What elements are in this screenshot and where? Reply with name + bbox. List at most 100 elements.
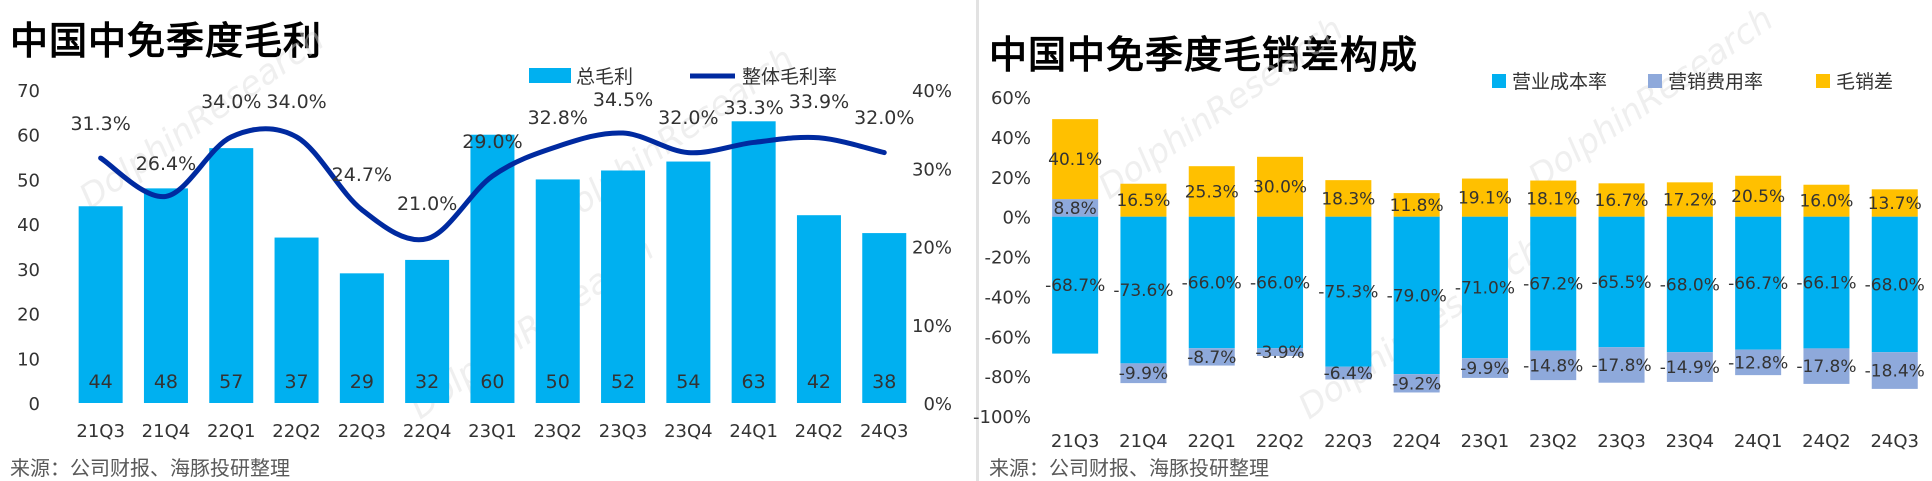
sales-expense-bar-22Q3 — [1325, 366, 1372, 380]
cost-rate-label-22Q2: -66.0% — [1250, 273, 1310, 293]
gross-profit-panel: 中国中免季度毛利 DolphinResearch DolphinResearch… — [10, 18, 952, 480]
cost-rate-label-23Q1: -71.0% — [1455, 278, 1515, 298]
gross-sales-margin-label-22Q4: 11.8% — [1390, 196, 1444, 216]
svg-text:DolphinResearch: DolphinResearch — [1521, 0, 1781, 197]
cost-rate-bar-22Q3 — [1325, 216, 1372, 367]
cost-rate-bar-22Q1 — [1188, 216, 1235, 349]
gross-sales-margin-bar-22Q2 — [1257, 156, 1304, 217]
gross-margin-label-22Q1: 34.0% — [201, 91, 261, 113]
gross-profit-label-23Q2: 50 — [546, 371, 570, 393]
legend-swatch-gross-sales-margin — [1816, 74, 1830, 88]
x-tick-24Q3: 24Q3 — [1870, 431, 1919, 452]
x-tick-22Q4: 22Q4 — [1392, 431, 1441, 452]
gross-margin-label-24Q1: 33.3% — [723, 97, 783, 119]
sales-expense-bar-23Q4 — [1666, 352, 1713, 382]
gross-sales-margin-bar-22Q3 — [1325, 180, 1372, 217]
x-tick-22Q1: 22Q1 — [207, 421, 256, 442]
cost-rate-bar-21Q4 — [1120, 216, 1167, 364]
cost-rate-label-23Q4: -68.0% — [1660, 275, 1720, 295]
gross-sales-margin-label-21Q4: 16.5% — [1116, 191, 1170, 211]
gross-profit-label-24Q1: 63 — [742, 371, 766, 393]
cost-rate-label-21Q4: -73.6% — [1113, 281, 1173, 301]
gross-sales-margin-label-24Q2: 16.0% — [1799, 192, 1853, 212]
left-source-note: 来源：公司财报、海豚投研整理 — [10, 456, 290, 480]
cost-rate-bar-22Q4 — [1393, 216, 1440, 375]
gross-margin-line — [98, 126, 887, 243]
sales-expense-label-22Q4: -9.2% — [1392, 374, 1441, 394]
legend-label-gross-sales-margin: 毛销差 — [1836, 71, 1893, 93]
gross-profit-bar-23Q3 — [601, 170, 646, 403]
cost-rate-label-24Q1: -66.7% — [1728, 274, 1788, 294]
x-tick-21Q4: 21Q4 — [142, 421, 191, 442]
x-tick-21Q3: 21Q3 — [1051, 431, 1100, 452]
sales-expense-bar-23Q3 — [1598, 347, 1645, 383]
legend-swatch-sales-expense — [1648, 74, 1662, 88]
gross-profit-label-22Q4: 32 — [415, 371, 439, 393]
sales-expense-label-24Q3: -18.4% — [1865, 362, 1925, 382]
cost-rate-bar-24Q2 — [1803, 216, 1850, 349]
gross-profit-bar-21Q4 — [143, 188, 188, 403]
sales-expense-bar-24Q3 — [1871, 352, 1918, 389]
gross-profit-bar-22Q4 — [405, 259, 450, 403]
right-source-note: 来源：公司财报、海豚投研整理 — [989, 456, 1269, 480]
gross-profit-bar-23Q2 — [535, 179, 580, 403]
cost-rate-bar-24Q1 — [1735, 216, 1782, 350]
right-chart-title: 中国中免季度毛销差构成 — [989, 33, 1419, 77]
x-tick-24Q2: 24Q2 — [795, 421, 844, 442]
sales-expense-label-23Q3: -17.8% — [1591, 356, 1651, 376]
left-y-tick: 30 — [17, 260, 40, 281]
cost-rate-label-22Q3: -75.3% — [1318, 283, 1378, 303]
sales-expense-bar-23Q1 — [1461, 358, 1508, 378]
gross-profit-label-24Q2: 42 — [807, 371, 831, 393]
y-tick: -80% — [984, 367, 1031, 388]
gross-margin-label-21Q4: 26.4% — [136, 153, 196, 175]
gross-sales-margin-bar-23Q1 — [1461, 178, 1508, 217]
sales-expense-bar-22Q2 — [1257, 348, 1304, 356]
gross-profit-label-23Q3: 52 — [611, 371, 635, 393]
y-tick: 60% — [991, 88, 1031, 109]
gross-profit-label-21Q4: 48 — [154, 371, 178, 393]
cost-rate-bar-21Q3 — [1052, 216, 1099, 354]
gross-profit-bar-22Q2 — [274, 237, 319, 403]
x-tick-23Q2: 23Q2 — [1529, 431, 1578, 452]
x-tick-23Q4: 23Q4 — [1666, 431, 1715, 452]
gross-margin-label-22Q4: 21.0% — [397, 193, 457, 215]
gross-sales-margin-label-23Q2: 18.1% — [1526, 190, 1580, 210]
sales-expense-label-24Q1: -12.8% — [1728, 353, 1788, 373]
gross-profit-bar-22Q3 — [339, 273, 384, 403]
gross-profit-chart: DolphinResearch DolphinResearch DolphinR… — [17, 19, 952, 442]
gross-sales-margin-bar-22Q4 — [1393, 193, 1440, 217]
gross-sales-margin-label-22Q2: 30.0% — [1253, 178, 1307, 198]
sales-expense-label-24Q2: -17.8% — [1796, 357, 1856, 377]
margin-composition-panel: 中国中免季度毛销差构成 DolphinResearch DolphinResea… — [973, 0, 1932, 481]
x-tick-23Q3: 23Q3 — [1597, 431, 1646, 452]
left-y-tick: 0 — [29, 394, 40, 415]
gross-sales-margin-label-22Q1: 25.3% — [1185, 182, 1239, 202]
right-y-tick: 40% — [912, 81, 952, 102]
gross-profit-label-24Q3: 38 — [872, 371, 896, 393]
gross-sales-margin-label-21Q3: 40.1% — [1048, 150, 1102, 170]
sales-expense-label-23Q2: -14.8% — [1523, 356, 1583, 376]
gross-sales-margin-label-22Q3: 18.3% — [1321, 189, 1375, 209]
sales-expense-label-23Q1: -9.9% — [1460, 359, 1509, 379]
gross-margin-label-21Q3: 31.3% — [70, 113, 130, 135]
sales-expense-bar-21Q4 — [1120, 363, 1167, 384]
cost-rate-bar-23Q2 — [1530, 216, 1577, 351]
gross-profit-bar-23Q4 — [666, 161, 711, 403]
gross-sales-margin-label-23Q3: 16.7% — [1595, 191, 1649, 211]
right-y-tick: 10% — [912, 316, 952, 337]
gross-profit-label-22Q2: 37 — [284, 371, 308, 393]
sales-expense-bar-22Q1 — [1188, 348, 1235, 366]
x-tick-23Q4: 23Q4 — [664, 421, 713, 442]
left-y-tick: 70 — [17, 81, 40, 102]
panel-divider — [976, 0, 979, 481]
cost-rate-bar-23Q3 — [1598, 216, 1645, 348]
cost-rate-bar-23Q1 — [1461, 216, 1508, 359]
y-tick: -60% — [984, 327, 1031, 348]
gross-profit-label-23Q4: 54 — [676, 371, 700, 393]
gross-margin-label-24Q2: 33.9% — [789, 91, 849, 113]
gross-profit-bar-24Q3 — [862, 233, 907, 403]
y-tick: -100% — [973, 407, 1031, 428]
x-tick-23Q2: 23Q2 — [533, 421, 582, 442]
cost-rate-bar-23Q4 — [1666, 216, 1713, 353]
